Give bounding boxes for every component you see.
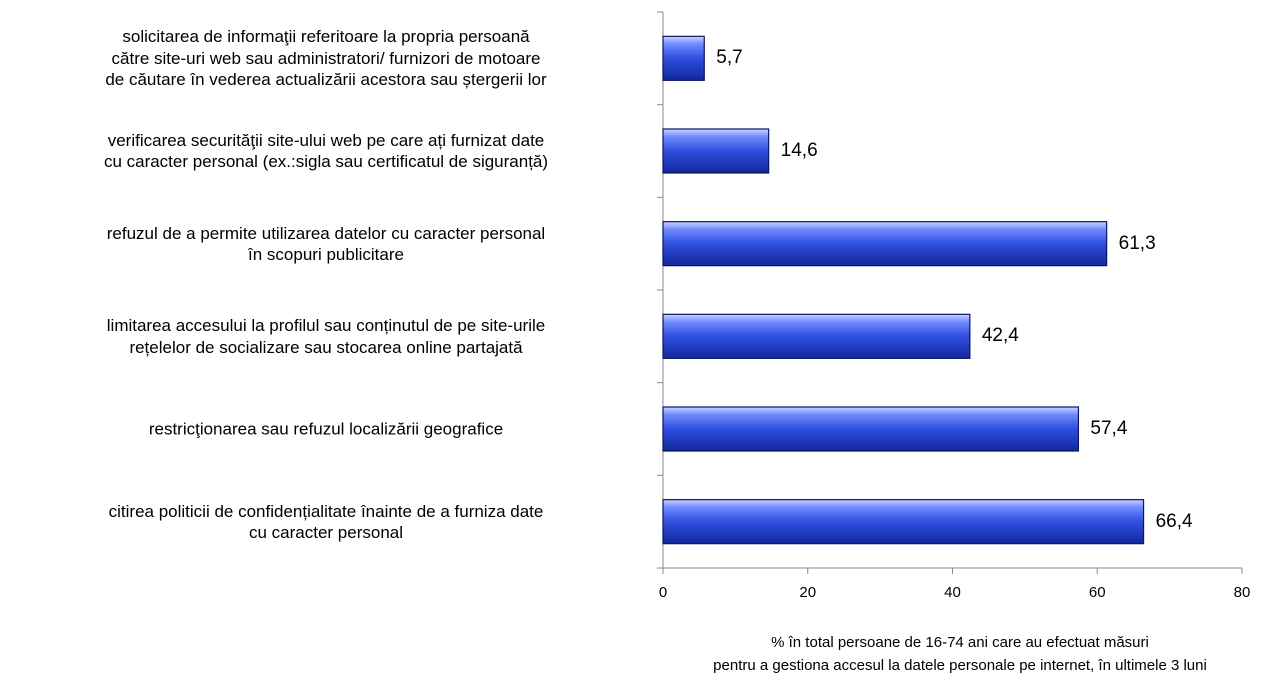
category-label: verificarea securităţii site-ului web pe…: [103, 130, 549, 171]
x-tick-label: 80: [1233, 584, 1251, 601]
x-tick-label: 40: [944, 584, 961, 601]
x-tick-label: 60: [1088, 584, 1106, 601]
category-label: solicitarea de informaţii referitoare la…: [105, 27, 547, 89]
bar: [662, 406, 1080, 452]
category-label: refuzul de a permite utilizarea datelor …: [106, 223, 546, 264]
bar: [662, 221, 1108, 267]
bar: [662, 35, 705, 81]
category-label: citirea politicii de confidențialitate î…: [108, 501, 544, 542]
value-label: 42,4: [981, 325, 1019, 347]
x-axis-label: % în total persoane de 16-74 ani care au…: [713, 634, 1207, 674]
x-tick-label: 0: [658, 584, 668, 601]
bar: [662, 313, 971, 359]
value-label: 5,7: [716, 47, 743, 69]
category-label: limitarea accesului la profilul sau conț…: [106, 316, 546, 357]
value-label: 14,6: [780, 140, 818, 162]
bar: [662, 128, 770, 174]
bar: [662, 499, 1145, 545]
category-label: restricţionarea sau refuzul localizării …: [148, 419, 504, 439]
x-tick-label: 20: [799, 584, 817, 601]
value-label: 57,4: [1090, 418, 1128, 440]
value-label: 61,3: [1118, 232, 1156, 254]
value-label: 66,4: [1155, 510, 1193, 532]
